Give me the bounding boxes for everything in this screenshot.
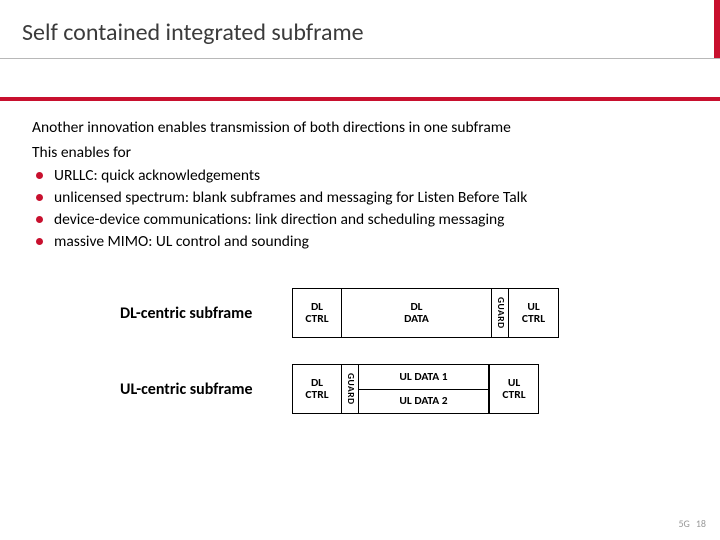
list-item: massive MIMO: UL control and sounding — [32, 232, 692, 253]
subframe-diagrams: DL-centric subframe DLCTRLDLDATAGUARDULC… — [120, 288, 559, 440]
guard-label: GUARD — [345, 373, 355, 405]
footer-page: 18 — [696, 517, 706, 530]
ul-data-bottom: UL DATA 2 — [359, 390, 489, 415]
bullet-text: unlicensed spectrum: blank subframes and… — [54, 188, 527, 207]
dl-frame: DLCTRLDLDATAGUARD ULCTRL — [292, 288, 559, 338]
footer: 5G 18 — [678, 517, 706, 530]
accent-bar-top — [714, 0, 720, 58]
guard-cell: GUARD — [492, 288, 509, 338]
bullet-list: URLLC: quick acknowledgements unlicensed… — [32, 166, 692, 253]
bullet-dot — [36, 216, 43, 223]
guard-label: GUARD — [495, 297, 505, 329]
footer-tag: 5G — [678, 517, 689, 530]
bullet-text: massive MIMO: UL control and sounding — [54, 232, 309, 251]
ul-centric-row: UL-centric subframe DLCTRLGUARD UL DATA 1… — [120, 364, 559, 414]
enables-label: This enables for — [32, 143, 692, 164]
frame-cell: ULCTRL — [509, 288, 559, 338]
list-item: device-device communications: link direc… — [32, 210, 692, 231]
frame-cell: DLDATA — [342, 288, 492, 338]
dl-centric-row: DL-centric subframe DLCTRLDLDATAGUARD ULC… — [120, 288, 559, 338]
list-item: unlicensed spectrum: blank subframes and… — [32, 188, 692, 209]
intro-line: Another innovation enables transmission … — [32, 118, 692, 139]
ul-data-top: UL DATA 1 — [359, 364, 489, 390]
frame-cell: DLCTRL — [292, 364, 342, 414]
frame-cell: ULCTRL — [489, 364, 539, 414]
body-text: Another innovation enables transmission … — [32, 118, 692, 254]
list-item: URLLC: quick acknowledgements — [32, 166, 692, 187]
bullet-text: URLLC: quick acknowledgements — [54, 166, 260, 185]
bullet-dot — [36, 194, 43, 201]
ul-data-stack: UL DATA 1UL DATA 2 — [359, 364, 489, 414]
title-underline — [0, 58, 720, 59]
dl-row-label: DL-centric subframe — [120, 304, 292, 323]
bullet-dot — [36, 238, 43, 245]
accent-rule — [0, 97, 720, 101]
ul-row-label: UL-centric subframe — [120, 380, 292, 399]
ul-frame: DLCTRLGUARD UL DATA 1UL DATA 2ULCTRL — [292, 364, 539, 414]
frame-cell: DLCTRL — [292, 288, 342, 338]
bullet-dot — [36, 172, 43, 179]
page-title: Self contained integrated subframe — [22, 18, 364, 47]
bullet-text: device-device communications: link direc… — [54, 210, 504, 229]
guard-cell: GUARD — [342, 364, 359, 414]
slide: Self contained integrated subframe Anoth… — [0, 0, 720, 540]
